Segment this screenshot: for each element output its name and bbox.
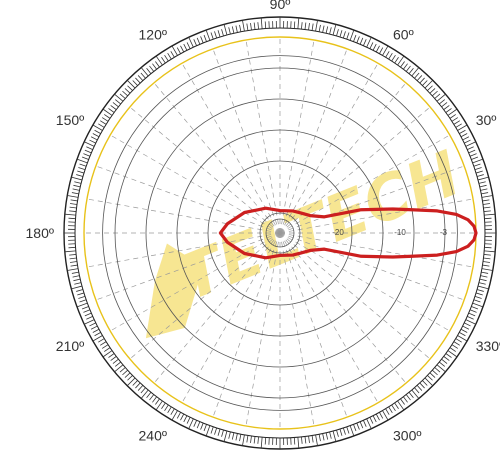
grid-spoke [279, 48, 348, 234]
bezel-ticks [64, 17, 496, 449]
angle-tick-label: 90º [270, 0, 291, 12]
grid-spoke [279, 232, 379, 403]
angle-tick-label: 150º [56, 112, 84, 128]
angle-tick-label: 210º [56, 338, 84, 354]
angle-labels: 0º30º60º90º120º150º180º210º240º270º300º3… [26, 0, 500, 461]
grid-spoke [279, 232, 315, 427]
grid-spoke [279, 232, 450, 332]
radial-labels: -20 -10 -3 [332, 228, 447, 237]
radial-tick-label: -10 [394, 228, 406, 237]
grid-spoke [110, 232, 281, 332]
grid-spoke [279, 198, 474, 234]
watermark-text: TELTECH [168, 136, 470, 315]
grid-spoke [129, 232, 281, 360]
angle-tick-label: 240º [139, 428, 167, 444]
grid-spoke [279, 39, 315, 234]
watermark-logo: TELTECH [145, 136, 470, 339]
grid-spoke [181, 232, 281, 403]
watermark-shape [145, 243, 204, 339]
grid-spoke [279, 232, 348, 418]
grid-spoke [279, 232, 407, 384]
angle-tick-label: 60º [393, 26, 414, 42]
grid-spoke [129, 106, 281, 234]
angle-tick-label: 270º [266, 458, 294, 461]
grid-circle [114, 67, 446, 399]
grid-spoke [279, 106, 431, 234]
grid-spoke [181, 63, 281, 234]
grid-spoke [95, 165, 281, 234]
grid-spoke [279, 232, 474, 268]
grid-circle [259, 212, 301, 254]
angle-tick-label: 180º [26, 225, 54, 241]
grid-spoke [279, 134, 450, 234]
angle-tick-label: 30º [476, 112, 497, 128]
grid-spoke [153, 82, 281, 234]
grid-spoke [86, 198, 281, 234]
grid-spoke [279, 63, 379, 234]
watermark: TELTECH [145, 136, 470, 339]
grid-spoke [110, 134, 281, 234]
grid-spoke [245, 39, 281, 234]
angle-tick-label: 120º [139, 26, 167, 42]
grid-spoke [95, 232, 281, 301]
grid-spoke [212, 232, 281, 418]
grid-spoke [86, 232, 281, 268]
grid-circle [265, 218, 295, 248]
polar-grid [83, 36, 477, 430]
grid-circle [176, 129, 384, 337]
grid-spoke [279, 82, 407, 234]
grid-spoke [279, 232, 465, 301]
grid-circle [145, 98, 415, 368]
grid-circle [102, 55, 458, 411]
grid-spoke [212, 48, 281, 234]
pattern-line [218, 206, 478, 260]
radial-tick-label: -20 [332, 228, 344, 237]
radial-tick-label: -3 [440, 228, 448, 237]
outer-bezel [63, 16, 497, 450]
grid-spoke [279, 165, 465, 234]
grid-circle [207, 160, 353, 306]
radiation-pattern [218, 206, 478, 260]
grid-spoke [245, 232, 281, 427]
grid-spoke [279, 232, 431, 360]
grid-spoke [153, 232, 281, 384]
angle-tick-label: 300º [393, 428, 421, 444]
